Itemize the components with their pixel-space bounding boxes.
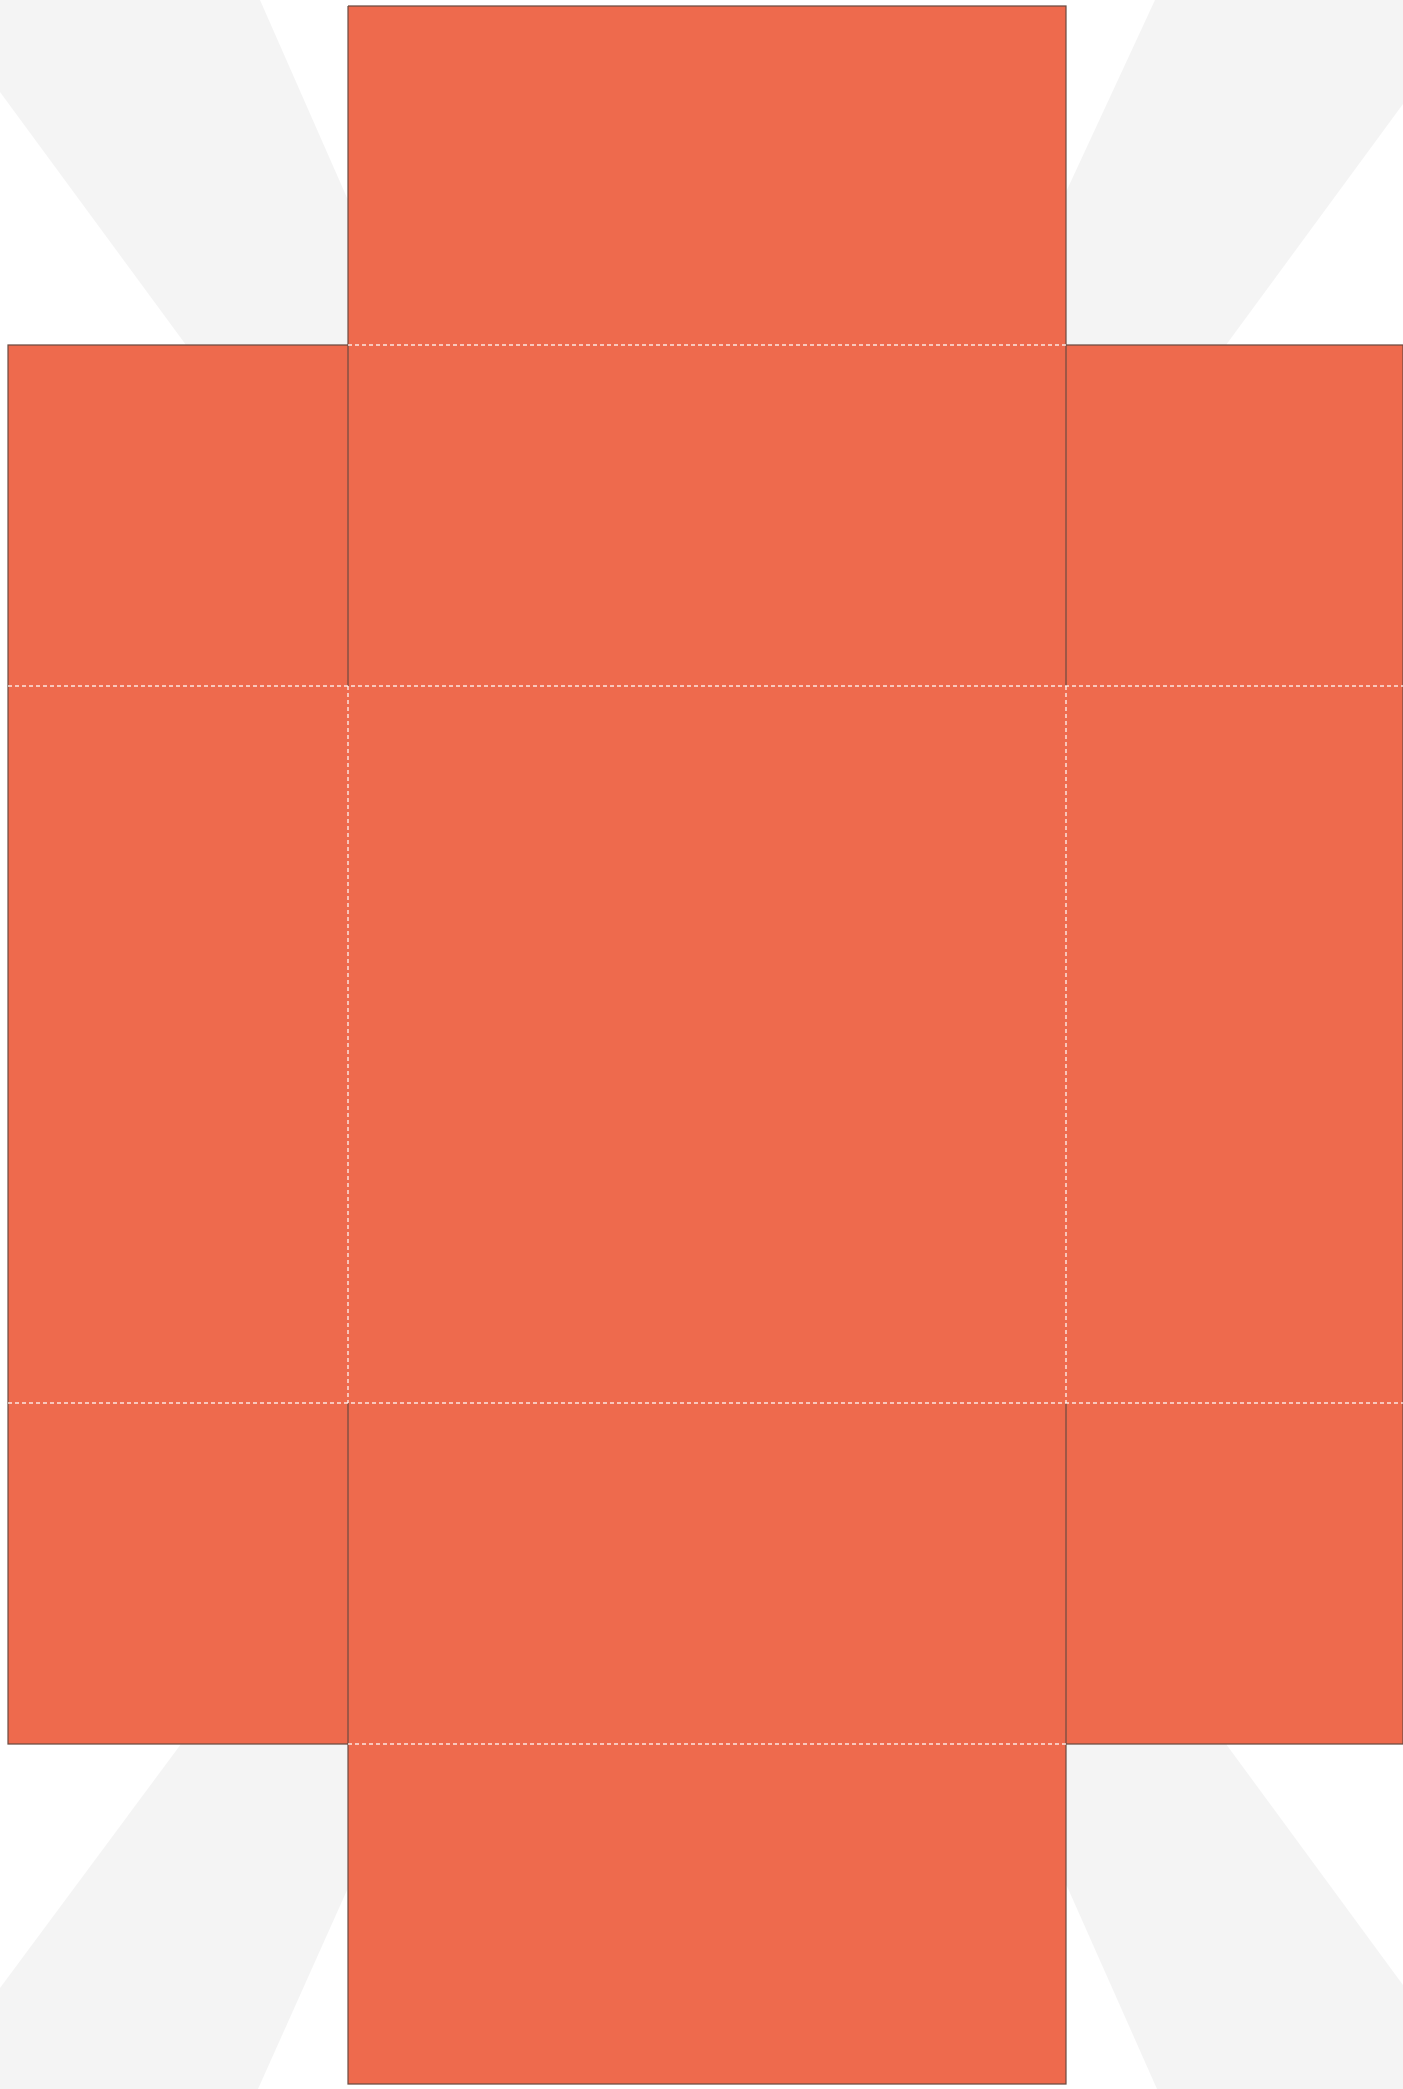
panel-right-side — [1066, 686, 1403, 1403]
panel-back — [348, 345, 1066, 686]
tab-left-upper — [8, 345, 348, 686]
tab-left-lower — [8, 1403, 348, 1744]
panel-bottom-flap — [348, 1744, 1066, 2084]
panel-base — [348, 686, 1066, 1403]
tab-right-upper — [1066, 345, 1403, 686]
background-band-top-right — [1066, 0, 1403, 345]
panel-front — [348, 1403, 1066, 1744]
net-panels — [8, 6, 1403, 2084]
panel-left-side — [8, 686, 348, 1403]
panel-top-flap — [348, 6, 1066, 345]
background-band-bottom-left — [0, 1744, 348, 2089]
background-band-top-left — [0, 0, 348, 345]
tab-right-lower — [1066, 1403, 1403, 1744]
fold-lines — [8, 344, 1403, 1745]
background-band-bottom-right — [1066, 1744, 1403, 2089]
